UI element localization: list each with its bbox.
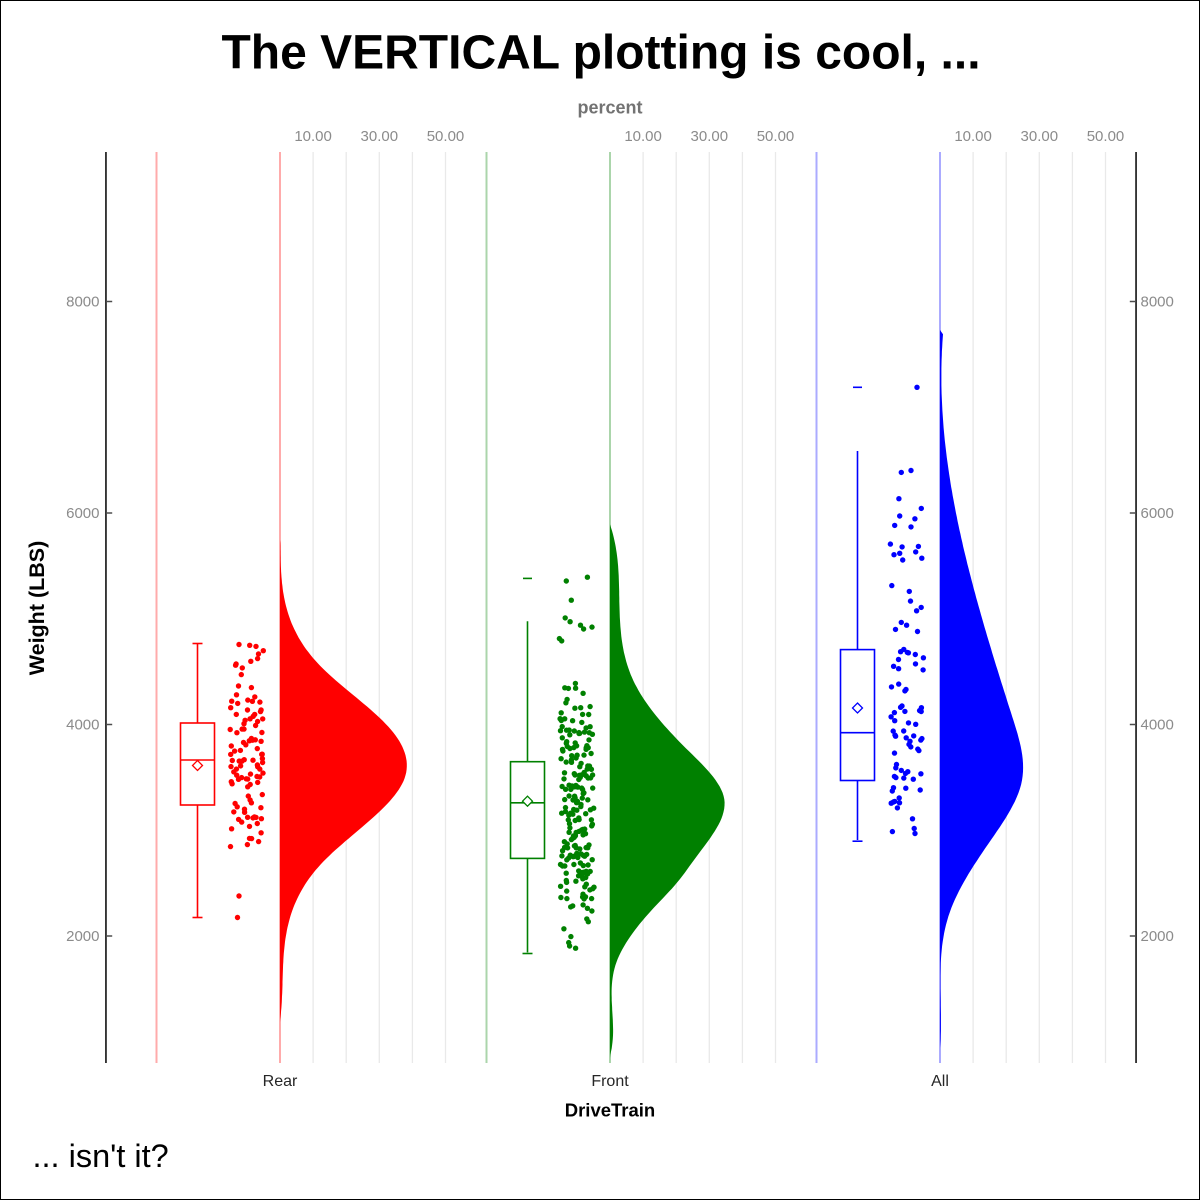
svg-text:10.00: 10.00 [954, 128, 992, 145]
svg-text:Rear: Rear [263, 1073, 298, 1090]
svg-text:6000: 6000 [66, 505, 99, 522]
svg-text:8000: 8000 [66, 294, 99, 311]
svg-text:Front: Front [591, 1073, 629, 1090]
svg-text:... isn't it?: ... isn't it? [33, 1138, 169, 1174]
svg-text:4000: 4000 [1141, 717, 1174, 734]
svg-text:The VERTICAL plotting is cool,: The VERTICAL plotting is cool, ... [221, 27, 980, 80]
svg-text:Weight (LBS): Weight (LBS) [25, 541, 49, 676]
svg-text:10.00: 10.00 [624, 128, 662, 145]
svg-text:10.00: 10.00 [294, 128, 332, 145]
svg-text:6000: 6000 [1141, 505, 1174, 522]
svg-text:DriveTrain: DriveTrain [565, 1100, 656, 1121]
svg-text:50.00: 50.00 [757, 128, 795, 145]
svg-text:2000: 2000 [1141, 928, 1174, 945]
svg-text:30.00: 30.00 [361, 128, 399, 145]
svg-text:30.00: 30.00 [691, 128, 729, 145]
svg-text:8000: 8000 [1141, 294, 1174, 311]
svg-text:percent: percent [577, 98, 642, 118]
svg-text:All: All [931, 1073, 949, 1090]
svg-text:2000: 2000 [66, 928, 99, 945]
svg-text:50.00: 50.00 [427, 128, 465, 145]
svg-text:4000: 4000 [66, 717, 99, 734]
svg-text:50.00: 50.00 [1087, 128, 1125, 145]
svg-text:30.00: 30.00 [1021, 128, 1059, 145]
